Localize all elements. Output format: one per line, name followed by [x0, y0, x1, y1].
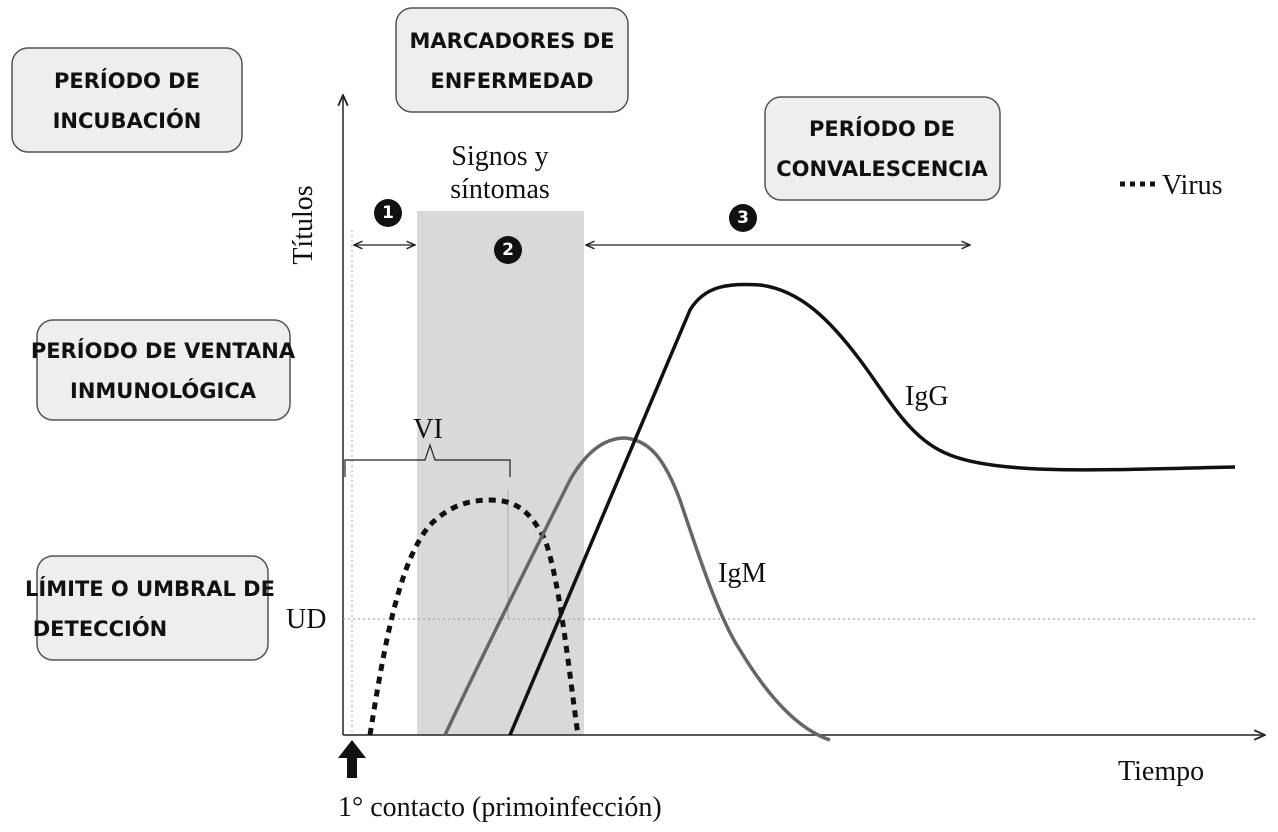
box-text: DETECCIÓN: [33, 616, 168, 641]
box-text: PERÍODO DE: [809, 116, 955, 141]
contact-arrow: [338, 740, 366, 778]
box-text: MARCADORES DE: [410, 29, 615, 53]
phase-badge: [374, 199, 402, 227]
igg-label: IgG: [905, 381, 949, 412]
threshold-label: UD: [286, 604, 326, 635]
box-text: PERÍODO DE: [54, 68, 200, 93]
legend-label: Virus: [1162, 170, 1223, 201]
box: PERÍODO DE CONVALESCENCIA: [764, 96, 1001, 201]
box: PERÍODO DE VENTANA INMUNOLÓGICA: [31, 319, 296, 421]
box-text: ENFERMEDAD: [430, 69, 593, 93]
box-text: LÍMITE O UMBRAL DE: [25, 576, 275, 601]
igm-label: IgM: [718, 558, 766, 589]
box: LÍMITE O UMBRAL DE DETECCIÓN: [25, 555, 275, 661]
phase-number: 1: [382, 203, 394, 223]
x-axis-label: Tiempo: [1118, 756, 1204, 787]
vi-label: VI: [413, 414, 443, 445]
box: MARCADORES DE ENFERMEDAD: [395, 7, 629, 113]
box-text: INMUNOLÓGICA: [70, 378, 257, 403]
igg-curve: [508, 282, 1236, 736]
signs-label: Signos y: [451, 141, 548, 172]
phase-number: 3: [737, 208, 749, 228]
box-text: PERÍODO DE VENTANA: [31, 338, 296, 363]
box-text: CONVALESCENCIA: [776, 157, 988, 181]
box: PERÍODO DE INCUBACIÓN: [11, 47, 243, 153]
phase-number: 2: [502, 240, 514, 260]
vi-bracket: [344, 443, 511, 477]
phase-badge: [729, 204, 757, 232]
phase-badge: [494, 236, 522, 264]
igm-curve: [443, 436, 831, 742]
signs-label: síntomas: [450, 174, 550, 205]
contact-label: 1° contacto (primoinfección): [338, 792, 662, 823]
box-text: INCUBACIÓN: [53, 108, 202, 133]
symptoms-band: [417, 211, 584, 735]
y-axis-label: Títulos: [288, 185, 319, 264]
virus-curve: [367, 497, 581, 736]
